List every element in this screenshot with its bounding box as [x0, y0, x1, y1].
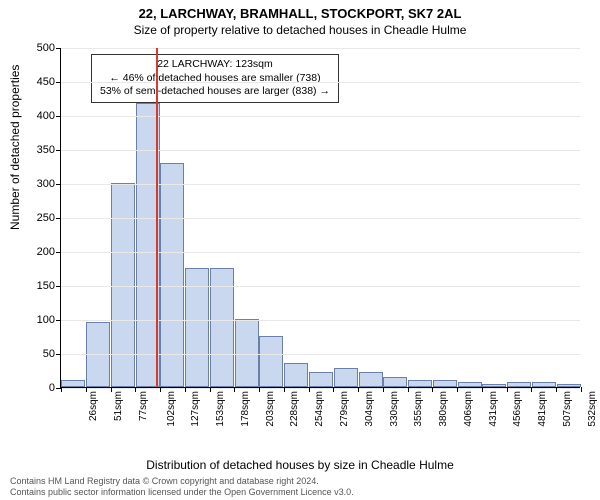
footer-line2: Contains public sector information licen…: [10, 487, 354, 498]
xtick-mark: [135, 387, 136, 392]
bar: [284, 363, 308, 387]
bar: [309, 372, 333, 387]
xtick-label: 481sqm: [537, 391, 548, 427]
xtick-label: 380sqm: [438, 391, 449, 427]
xtick-mark: [482, 387, 483, 392]
xtick-mark: [581, 387, 582, 392]
gridline: [61, 286, 580, 287]
bar: [532, 382, 556, 387]
xtick-label: 532sqm: [586, 391, 597, 427]
xtick-mark: [457, 387, 458, 392]
xtick-label: 456sqm: [512, 391, 523, 427]
xtick-mark: [383, 387, 384, 392]
xtick-mark: [309, 387, 310, 392]
xtick-mark: [185, 387, 186, 392]
xtick-label: 330sqm: [388, 391, 399, 427]
gridline: [61, 354, 580, 355]
annotation-line1: 22 LARCHWAY: 123sqm: [100, 58, 330, 72]
xtick-mark: [358, 387, 359, 392]
xtick-mark: [234, 387, 235, 392]
gridline: [61, 252, 580, 253]
bar: [359, 372, 383, 387]
gridline: [61, 320, 580, 321]
ytick-label: 450: [37, 76, 61, 88]
bar: [507, 382, 531, 387]
ytick-label: 350: [37, 144, 61, 156]
chart-subtitle: Size of property relative to detached ho…: [0, 23, 600, 37]
xtick-mark: [333, 387, 334, 392]
xtick-label: 355sqm: [413, 391, 424, 427]
xtick-label: 203sqm: [264, 391, 275, 427]
bar: [383, 377, 407, 387]
xtick-mark: [61, 387, 62, 392]
ytick-label: 500: [37, 42, 61, 54]
gridline: [61, 116, 580, 117]
bar: [557, 384, 581, 387]
xtick-label: 406sqm: [463, 391, 474, 427]
ytick-label: 50: [43, 348, 61, 360]
annotation-line3: 53% of semi-detached houses are larger (…: [100, 85, 330, 99]
plot-area: 22 LARCHWAY: 123sqm ← 46% of detached ho…: [60, 48, 580, 388]
xtick-mark: [210, 387, 211, 392]
footer-attribution: Contains HM Land Registry data © Crown c…: [10, 476, 354, 498]
xtick-label: 127sqm: [190, 391, 201, 427]
xtick-label: 228sqm: [289, 391, 300, 427]
annotation-line2: ← 46% of detached houses are smaller (73…: [100, 72, 330, 86]
bar: [259, 336, 283, 387]
xtick-mark: [86, 387, 87, 392]
gridline: [61, 388, 580, 389]
bar: [334, 368, 358, 387]
bar: [111, 183, 135, 387]
ytick-label: 300: [37, 178, 61, 190]
gridline: [61, 184, 580, 185]
ytick-label: 100: [37, 314, 61, 326]
xtick-label: 507sqm: [562, 391, 573, 427]
chart-title: 22, LARCHWAY, BRAMHALL, STOCKPORT, SK7 2…: [0, 6, 600, 21]
gridline: [61, 82, 580, 83]
xtick-label: 279sqm: [339, 391, 350, 427]
xtick-label: 77sqm: [138, 391, 149, 421]
xtick-label: 178sqm: [240, 391, 251, 427]
xtick-label: 254sqm: [314, 391, 325, 427]
gridline: [61, 48, 580, 49]
xtick-mark: [160, 387, 161, 392]
xtick-mark: [408, 387, 409, 392]
ytick-label: 0: [49, 382, 61, 394]
xtick-label: 26sqm: [88, 391, 99, 421]
ytick-label: 150: [37, 280, 61, 292]
xtick-mark: [259, 387, 260, 392]
xtick-label: 153sqm: [215, 391, 226, 427]
xtick-mark: [111, 387, 112, 392]
bar: [458, 382, 482, 387]
annotation-box: 22 LARCHWAY: 123sqm ← 46% of detached ho…: [91, 54, 339, 103]
xtick-label: 51sqm: [113, 391, 124, 421]
bar: [433, 380, 457, 387]
y-axis-label: Number of detached properties: [8, 65, 22, 230]
xtick-label: 431sqm: [487, 391, 498, 427]
bar: [482, 384, 506, 387]
footer-line1: Contains HM Land Registry data © Crown c…: [10, 476, 354, 487]
bar: [235, 319, 259, 387]
xtick-mark: [284, 387, 285, 392]
bar: [408, 380, 432, 387]
xtick-mark: [556, 387, 557, 392]
x-axis-label: Distribution of detached houses by size …: [0, 458, 600, 472]
xtick-mark: [531, 387, 532, 392]
xtick-mark: [432, 387, 433, 392]
bar: [61, 380, 85, 387]
gridline: [61, 150, 580, 151]
chart-title-block: 22, LARCHWAY, BRAMHALL, STOCKPORT, SK7 2…: [0, 6, 600, 37]
ytick-label: 250: [37, 212, 61, 224]
ytick-label: 400: [37, 110, 61, 122]
gridline: [61, 218, 580, 219]
reference-line: [156, 48, 158, 387]
xtick-label: 102sqm: [165, 391, 176, 427]
xtick-label: 304sqm: [364, 391, 375, 427]
ytick-label: 200: [37, 246, 61, 258]
xtick-mark: [507, 387, 508, 392]
